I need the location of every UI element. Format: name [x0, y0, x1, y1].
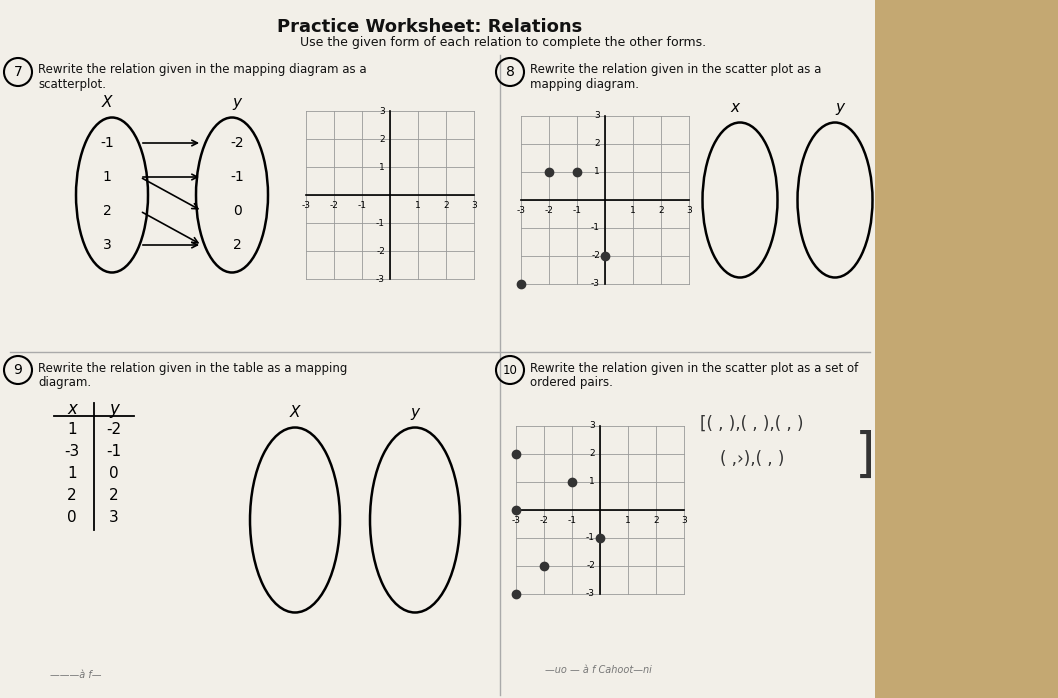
Text: ( ,›),( , ): ( ,›),( , ) — [720, 450, 784, 468]
Text: 1: 1 — [631, 206, 636, 215]
Bar — [875, 0, 1058, 698]
Text: 1: 1 — [415, 201, 421, 210]
Text: [( , ),( , ),( , ): [( , ),( , ),( , ) — [700, 415, 803, 433]
Text: y: y — [836, 100, 844, 115]
Text: -2: -2 — [377, 246, 385, 255]
Text: -2: -2 — [231, 136, 243, 150]
Text: ordered pairs.: ordered pairs. — [530, 376, 613, 389]
Text: 3: 3 — [687, 206, 692, 215]
Text: -2: -2 — [591, 251, 600, 260]
Text: 2: 2 — [103, 204, 111, 218]
Text: -2: -2 — [329, 201, 339, 210]
Text: 1: 1 — [68, 422, 77, 438]
Text: -1: -1 — [376, 218, 385, 228]
Text: ———à f—: ———à f— — [50, 670, 102, 680]
Text: -2: -2 — [540, 516, 548, 525]
Text: Rewrite the relation given in the scatter plot as a: Rewrite the relation given in the scatte… — [530, 63, 821, 76]
Text: mapping diagram.: mapping diagram. — [530, 78, 639, 91]
Text: 2: 2 — [233, 238, 241, 252]
Text: 1: 1 — [379, 163, 385, 172]
Text: 2: 2 — [653, 516, 659, 525]
Text: Practice Worksheet: Relations: Practice Worksheet: Relations — [277, 18, 583, 36]
Text: -1: -1 — [231, 170, 244, 184]
Text: —uo — à f Cahoot—ni: —uo — à f Cahoot—ni — [545, 665, 652, 675]
Text: 3: 3 — [379, 107, 385, 115]
Text: 2: 2 — [658, 206, 663, 215]
Text: -3: -3 — [511, 516, 521, 525]
Text: 0: 0 — [68, 510, 77, 526]
Text: -2: -2 — [107, 422, 122, 438]
Text: Rewrite the relation given in the scatter plot as a set of: Rewrite the relation given in the scatte… — [530, 362, 858, 375]
Text: -2: -2 — [586, 561, 595, 570]
Text: x: x — [67, 400, 77, 418]
Text: -1: -1 — [567, 516, 577, 525]
Text: 2: 2 — [595, 140, 600, 149]
Text: -1: -1 — [572, 206, 582, 215]
Text: 9: 9 — [14, 363, 22, 377]
Text: 0: 0 — [109, 466, 118, 482]
Text: y: y — [109, 400, 118, 418]
Text: X: X — [290, 405, 300, 420]
Text: 1: 1 — [595, 168, 600, 177]
Text: 1: 1 — [103, 170, 111, 184]
Text: 3: 3 — [681, 516, 687, 525]
Text: -3: -3 — [586, 590, 595, 598]
Text: 2: 2 — [380, 135, 385, 144]
Text: Rewrite the relation given in the table as a mapping: Rewrite the relation given in the table … — [38, 362, 347, 375]
Text: 8: 8 — [506, 65, 514, 79]
Text: Rewrite the relation given in the mapping diagram as a: Rewrite the relation given in the mappin… — [38, 63, 367, 76]
Text: 3: 3 — [109, 510, 118, 526]
Text: -3: -3 — [65, 445, 79, 459]
Text: 1: 1 — [68, 466, 77, 482]
Text: y: y — [411, 405, 420, 420]
Text: 3: 3 — [589, 422, 595, 431]
Text: -1: -1 — [358, 201, 366, 210]
Text: -3: -3 — [516, 206, 526, 215]
Text: -3: -3 — [302, 201, 310, 210]
Text: 3: 3 — [103, 238, 111, 252]
Text: 10: 10 — [503, 364, 517, 376]
Text: -1: -1 — [586, 533, 595, 542]
Text: x: x — [730, 100, 740, 115]
Text: 0: 0 — [233, 204, 241, 218]
Text: -3: -3 — [591, 279, 600, 288]
Text: -1: -1 — [101, 136, 114, 150]
Text: 2: 2 — [443, 201, 449, 210]
Bar — [0, 0, 875, 698]
Text: -2: -2 — [545, 206, 553, 215]
Text: 3: 3 — [595, 112, 600, 121]
Text: 2: 2 — [589, 450, 595, 459]
Text: X: X — [102, 95, 112, 110]
Text: y: y — [233, 95, 241, 110]
Text: -1: -1 — [591, 223, 600, 232]
Text: scatterplot.: scatterplot. — [38, 78, 106, 91]
Text: 7: 7 — [14, 65, 22, 79]
Text: -3: -3 — [376, 274, 385, 283]
Text: 1: 1 — [625, 516, 631, 525]
Text: ]: ] — [855, 430, 876, 482]
Text: 3: 3 — [471, 201, 477, 210]
Text: 1: 1 — [589, 477, 595, 487]
Text: Use the given form of each relation to complete the other forms.: Use the given form of each relation to c… — [300, 36, 706, 49]
Text: 2: 2 — [68, 489, 77, 503]
Text: 2: 2 — [109, 489, 118, 503]
Text: diagram.: diagram. — [38, 376, 91, 389]
Text: -1: -1 — [107, 445, 122, 459]
